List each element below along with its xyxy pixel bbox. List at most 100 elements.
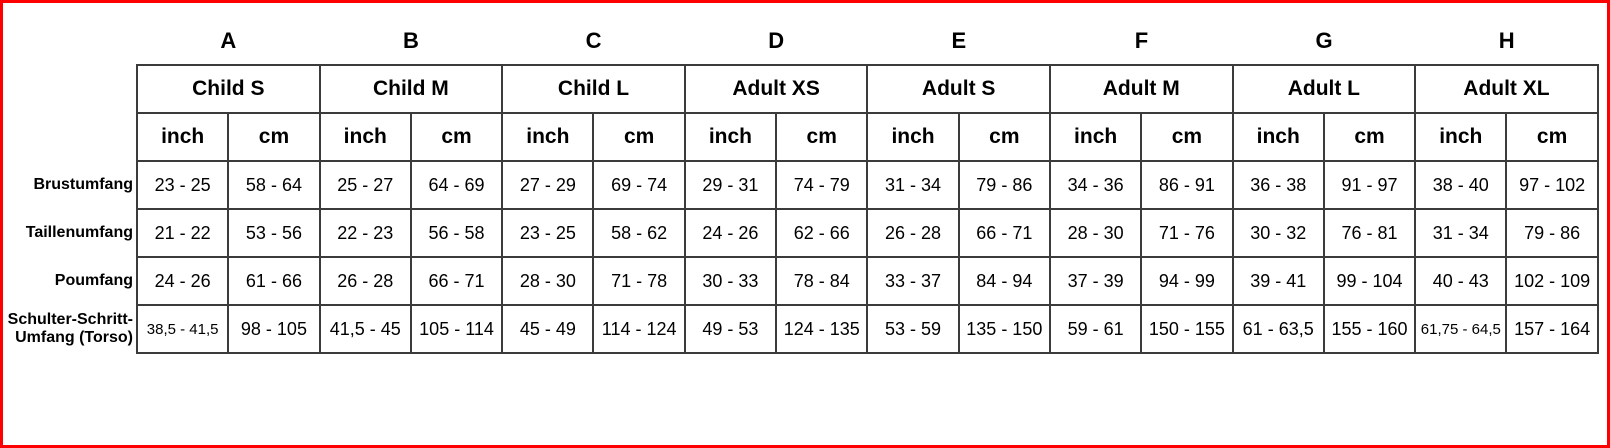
measurement-cell: 66 - 71 [957,208,1051,258]
measurement-cell: 135 - 150 [957,304,1051,354]
measurement-cell: 36 - 38 [1231,160,1325,210]
row-label-torso: Schulter-Schritt-Umfang (Torso) [7,310,133,346]
unit-header-inch: inch [683,112,778,162]
measurement-cell: 86 - 91 [1140,160,1234,210]
measurement-cell: 61 - 66 [227,256,321,306]
column-letter-c: C [585,28,602,53]
unit-header-cm: cm [775,112,869,162]
measurement-cell: 79 - 86 [1505,208,1599,258]
measurement-cell: 97 - 102 [1505,160,1599,210]
column-letter-d: D [768,28,785,53]
measurement-cell: 29 - 31 [683,160,778,210]
column-letter-row: A B C D E F G H [137,27,1598,56]
measurement-cell: 21 - 22 [135,208,230,258]
measurement-cell: 34 - 36 [1048,160,1143,210]
measurement-cell: 59 - 61 [1048,304,1143,354]
unit-header-row: inch cm inch cm inch cm inch cm inch cm … [3,112,1599,162]
measurement-cell: 41,5 - 45 [318,304,412,354]
measurement-cell: 79 - 86 [957,160,1051,210]
measurement-cell: 84 - 94 [957,256,1051,306]
unit-header-cm: cm [409,112,504,162]
measurement-cell: 26 - 28 [866,208,960,258]
size-group-child-l: Child L [501,64,686,114]
measurement-cell: 37 - 39 [1048,256,1143,306]
corner-spacer [3,113,137,161]
unit-header-inch: inch [866,112,960,162]
measurement-cell: 94 - 99 [1140,256,1234,306]
measurement-cell: 61 - 63,5 [1231,304,1325,354]
measurement-cell: 23 - 25 [135,160,230,210]
unit-header-cm: cm [1505,112,1599,162]
unit-header-inch: inch [1414,112,1508,162]
table-row-brustumfang: Brustumfang 23 - 25 58 - 64 25 - 27 64 -… [3,160,1599,210]
measurement-cell: 78 - 84 [775,256,869,306]
measurement-cell: 31 - 34 [1414,208,1508,258]
unit-header-cm: cm [957,112,1051,162]
measurement-cell: 69 - 74 [592,160,686,210]
size-group-adult-s: Adult S [866,64,1051,114]
measurement-cell: 99 - 104 [1322,256,1417,306]
measurement-cell: 61,75 - 64,5 [1414,304,1508,354]
measurement-cell: 157 - 164 [1505,304,1599,354]
corner-spacer [3,65,137,113]
column-letter-a: A [220,28,237,53]
measurement-cell: 98 - 105 [227,304,321,354]
size-group-child-m: Child M [318,64,504,114]
measurement-cell: 22 - 23 [318,208,412,258]
measurement-cell: 30 - 32 [1231,208,1325,258]
measurement-cell: 45 - 49 [501,304,595,354]
measurement-cell: 102 - 109 [1505,256,1599,306]
measurement-cell: 40 - 43 [1414,256,1508,306]
size-group-adult-xs: Adult XS [683,64,869,114]
measurement-cell: 105 - 114 [409,304,504,354]
size-group-child-s: Child S [136,64,321,114]
row-label-poumfang: Poumfang [54,271,133,289]
measurement-cell: 53 - 59 [866,304,960,354]
column-letter-g: G [1315,28,1333,53]
measurement-cell: 58 - 62 [592,208,686,258]
measurement-cell: 114 - 124 [592,304,686,354]
unit-header-cm: cm [1322,112,1417,162]
measurement-cell: 49 - 53 [683,304,778,354]
measurement-cell: 28 - 30 [1048,208,1143,258]
measurement-cell: 30 - 33 [683,256,778,306]
measurement-cell: 33 - 37 [866,256,960,306]
measurement-cell: 150 - 155 [1140,304,1234,354]
size-group-adult-l: Adult L [1231,64,1417,114]
measurement-cell: 58 - 64 [227,160,321,210]
measurement-cell: 28 - 30 [501,256,595,306]
measurement-cell: 74 - 79 [775,160,869,210]
measurement-cell: 56 - 58 [409,208,504,258]
unit-header-cm: cm [227,112,321,162]
measurement-cell: 66 - 71 [409,256,504,306]
measurement-cell: 26 - 28 [318,256,412,306]
measurement-cell: 124 - 135 [775,304,869,354]
unit-header-inch: inch [1048,112,1143,162]
row-label-brustumfang: Brustumfang [33,175,133,193]
unit-header-inch: inch [501,112,595,162]
measurement-cell: 24 - 26 [135,256,230,306]
measurement-cell: 23 - 25 [501,208,595,258]
measurement-cell: 76 - 81 [1322,208,1417,258]
measurement-cell: 62 - 66 [775,208,869,258]
measurement-cell: 39 - 41 [1231,256,1325,306]
unit-header-inch: inch [1231,112,1325,162]
column-letter-e: E [951,28,967,53]
measurement-cell: 71 - 78 [592,256,686,306]
column-letter-b: B [402,28,419,53]
column-letter-f: F [1134,28,1149,53]
measurement-cell: 64 - 69 [409,160,504,210]
measurement-cell: 27 - 29 [501,160,595,210]
measurement-cell: 38,5 - 41,5 [135,304,230,354]
measurement-cell: 91 - 97 [1322,160,1417,210]
size-group-header-row: Child S Child M Child L Adult XS Adult S… [3,64,1599,114]
table-row-poumfang: Poumfang 24 - 26 61 - 66 26 - 28 66 - 71… [3,256,1599,306]
unit-header-inch: inch [318,112,412,162]
measurement-cell: 155 - 160 [1322,304,1417,354]
row-label-taillenumfang: Taillenumfang [25,223,133,241]
unit-header-cm: cm [1140,112,1234,162]
size-chart-table: Child S Child M Child L Adult XS Adult S… [3,64,1599,354]
size-group-adult-m: Adult M [1048,64,1234,114]
measurement-cell: 38 - 40 [1414,160,1508,210]
